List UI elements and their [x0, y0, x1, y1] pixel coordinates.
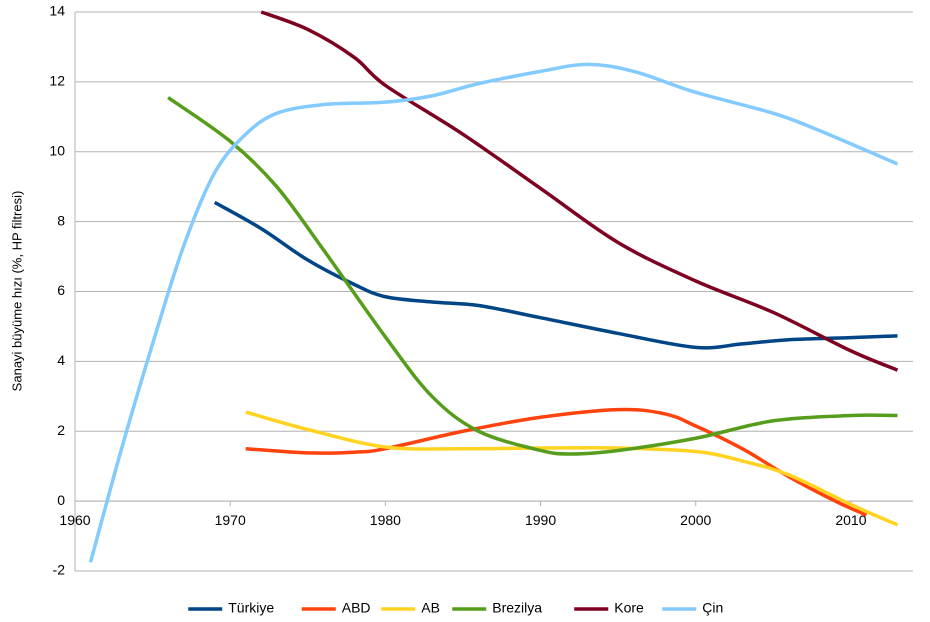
x-tick-label: 2010 [835, 512, 866, 528]
y-tick-label: 4 [57, 352, 65, 368]
series-line [245, 410, 899, 527]
x-tick-label: 1990 [525, 512, 556, 528]
y-tick-label: 12 [49, 73, 65, 89]
legend-label: AB [421, 600, 440, 616]
y-tick-label: 14 [49, 3, 65, 19]
y-tick-label: 10 [49, 142, 65, 158]
series-line [167, 96, 898, 456]
x-tick-label: 1980 [370, 512, 401, 528]
legend-label: Brezilya [492, 600, 542, 616]
y-tick-label: -2 [53, 562, 66, 578]
legend-label: ABD [342, 600, 371, 616]
y-tick-label: 8 [57, 212, 65, 228]
x-tick-label: 2000 [680, 512, 711, 528]
y-axis-label: Sanayi büyüme hızı (%, HP filtresi) [9, 191, 24, 392]
legend-label: Çin [702, 600, 723, 616]
series-line [260, 10, 899, 372]
series-line [213, 200, 898, 350]
x-tick-label: 1960 [59, 512, 90, 528]
x-tick-label: 1970 [215, 512, 246, 528]
y-tick-label: 0 [57, 492, 65, 508]
series-line [245, 407, 868, 517]
legend-label: Türkiye [228, 600, 274, 616]
y-tick-label: 2 [57, 422, 65, 438]
y-tick-label: 6 [57, 282, 65, 298]
series-line [88, 62, 899, 563]
legend-label: Kore [614, 600, 644, 616]
